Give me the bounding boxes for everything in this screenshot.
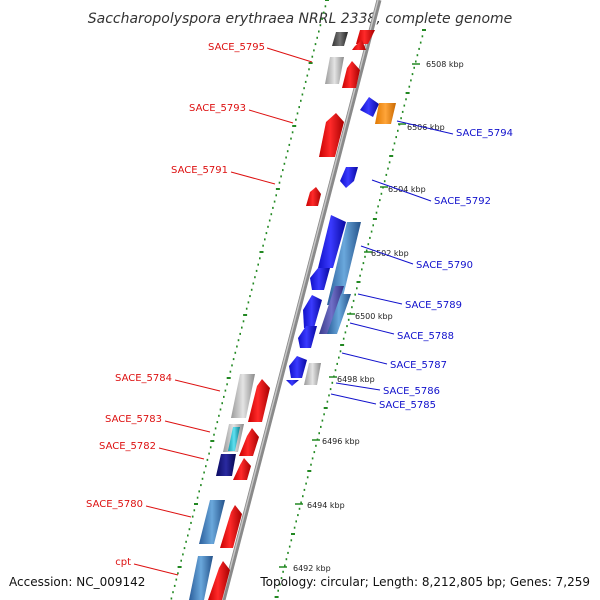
gene-label[interactable]: SACE_5786 [383, 386, 440, 397]
genome-backbone [220, 0, 382, 600]
kbp-label: 6492 kbp [293, 564, 331, 573]
gene-callout-line [248, 109, 294, 124]
gene-label[interactable]: SACE_5788 [397, 331, 454, 342]
gene-feature [318, 215, 346, 268]
kbp-label: 6498 kbp [337, 375, 375, 384]
gene-feature [340, 167, 358, 188]
gene-feature [208, 561, 230, 600]
gene-callout-line [330, 393, 377, 405]
gene-callout-line [133, 563, 179, 576]
gene-callout-line [230, 171, 276, 185]
gene-feature [298, 326, 317, 348]
gene-feature [304, 363, 321, 385]
gene-feature [286, 380, 299, 386]
gene-features [189, 30, 396, 600]
gene-feature [332, 32, 348, 46]
gene-callout-line [158, 447, 205, 460]
left-tick-ring [170, 0, 329, 600]
gene-feature [228, 427, 240, 451]
gene-callout-line [145, 505, 192, 518]
kbp-label: 6494 kbp [307, 501, 345, 510]
gene-feature [319, 286, 344, 334]
gene-feature [303, 295, 322, 328]
gene-feature [352, 40, 366, 50]
kbp-label: 6508 kbp [426, 60, 464, 69]
gene-label[interactable]: cpt [115, 557, 131, 568]
gene-feature [375, 103, 396, 124]
gene-label[interactable]: SACE_5793 [189, 103, 246, 114]
gene-callout-line [371, 179, 432, 202]
gene-label[interactable]: SACE_5792 [434, 196, 491, 207]
gene-label[interactable]: SACE_5790 [416, 260, 473, 271]
gene-callout-line [357, 293, 403, 305]
gene-feature [231, 374, 255, 418]
gene-callout-line [174, 379, 221, 392]
gene-feature [233, 458, 251, 480]
gene-callout-line [164, 420, 211, 433]
gene-label[interactable]: SACE_5791 [171, 165, 228, 176]
gene-label[interactable]: SACE_5784 [115, 373, 172, 384]
gene-label[interactable]: SACE_5787 [390, 360, 447, 371]
kbp-label: 6502 kbp [371, 249, 409, 258]
gene-feature [239, 428, 259, 456]
gene-feature [342, 61, 360, 88]
right-gene-labels: SACE_5794 SACE_5792 SACE_5790 SACE_5789 … [330, 120, 513, 411]
gene-label[interactable]: SACE_5783 [105, 414, 162, 425]
gene-feature [327, 294, 351, 334]
gene-feature [319, 113, 344, 157]
genome-title: Saccharopolyspora erythraea NRRL 2338, c… [88, 11, 513, 27]
gene-feature [356, 30, 375, 44]
gene-feature [325, 57, 344, 84]
gene-feature [327, 222, 361, 305]
gene-callout-line [341, 352, 388, 365]
gene-feature [310, 268, 330, 290]
gene-callout-line [360, 245, 414, 265]
gene-feature [289, 356, 307, 378]
accession-text: Accession: NC_009142 [9, 575, 145, 589]
gene-feature [248, 379, 270, 422]
gene-callout-line [266, 47, 313, 63]
gene-feature [199, 500, 225, 544]
gene-feature [360, 97, 379, 117]
gene-callout-line [396, 120, 454, 135]
gene-label[interactable]: SACE_5782 [99, 441, 156, 452]
gene-label[interactable]: SACE_5795 [208, 42, 265, 53]
topology-text: Topology: circular; Length: 8,212,805 bp… [259, 575, 590, 589]
gene-callout-line [349, 322, 395, 335]
gene-feature [216, 454, 236, 476]
gene-feature [220, 505, 242, 548]
gene-label[interactable]: SACE_5794 [456, 128, 513, 139]
gene-label[interactable]: SACE_5780 [86, 499, 143, 510]
gene-feature [306, 187, 321, 206]
genome-backbone-highlight [221, 0, 379, 600]
gene-feature [189, 556, 213, 600]
gene-label[interactable]: SACE_5789 [405, 300, 462, 311]
gene-label[interactable]: SACE_5785 [379, 400, 436, 411]
kbp-label: 6496 kbp [322, 437, 360, 446]
kbp-label: 6500 kbp [355, 312, 393, 321]
kbp-label: 6504 kbp [388, 185, 426, 194]
left-gene-labels: SACE_5795 SACE_5793 SACE_5791 SACE_5784 … [86, 42, 313, 576]
gene-callout-line [335, 382, 381, 391]
